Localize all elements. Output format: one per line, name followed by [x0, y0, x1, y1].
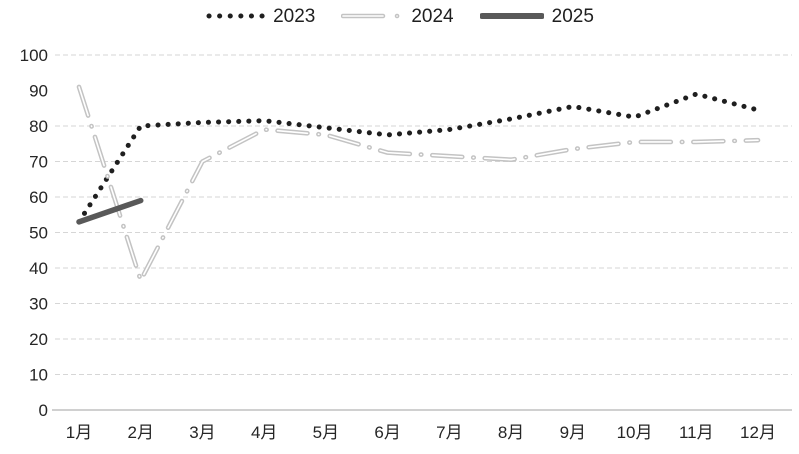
series-line-core-2024 [78, 86, 759, 282]
x-tick-label-5月: 5月 [313, 423, 339, 442]
x-tick-label-6月: 6月 [374, 423, 400, 442]
legend-label-2024: 2024 [411, 5, 454, 27]
legend-dotted-line-icon [206, 13, 266, 19]
legend-label-2025: 2025 [551, 5, 594, 27]
legend-item-2024: 2024 [341, 5, 454, 27]
x-tick-label-7月: 7月 [436, 423, 462, 442]
series-line-2024 [76, 84, 761, 283]
x-tick-label-3月: 3月 [189, 423, 215, 442]
x-tick-label-10月: 10月 [617, 423, 653, 442]
y-tick-label-100: 100 [20, 46, 48, 65]
y-tick-label-50: 50 [29, 224, 48, 243]
legend-item-2025: 2025 [479, 5, 594, 27]
y-tick-label-10: 10 [29, 366, 48, 385]
x-tick-label-9月: 9月 [560, 423, 586, 442]
x-tick-label-8月: 8月 [498, 423, 524, 442]
chart-legend: 2023 2024 2025 [0, 2, 799, 30]
x-tick-label-2月: 2月 [127, 423, 153, 442]
x-tick-label-12月: 12月 [740, 423, 776, 442]
legend-item-2023: 2023 [205, 7, 315, 26]
y-tick-label-60: 60 [29, 188, 48, 207]
y-tick-label-90: 90 [29, 82, 48, 101]
x-tick-label-11月: 11月 [679, 423, 714, 442]
y-tick-label-0: 0 [39, 401, 48, 420]
x-tick-label-4月: 4月 [251, 423, 277, 442]
y-tick-label-20: 20 [29, 330, 48, 349]
series-line-2023 [76, 91, 761, 225]
y-tick-label-30: 30 [29, 295, 48, 314]
y-tick-label-70: 70 [29, 153, 48, 172]
legend-solid-line-icon [479, 13, 544, 19]
series-line-2025 [76, 197, 144, 225]
x-tick-label-1月: 1月 [66, 423, 92, 442]
y-tick-label-40: 40 [29, 259, 48, 278]
legend-dashdot-line-icon [341, 13, 404, 19]
legend-label-2023: 2023 [273, 5, 316, 27]
y-tick-label-80: 80 [29, 117, 48, 136]
